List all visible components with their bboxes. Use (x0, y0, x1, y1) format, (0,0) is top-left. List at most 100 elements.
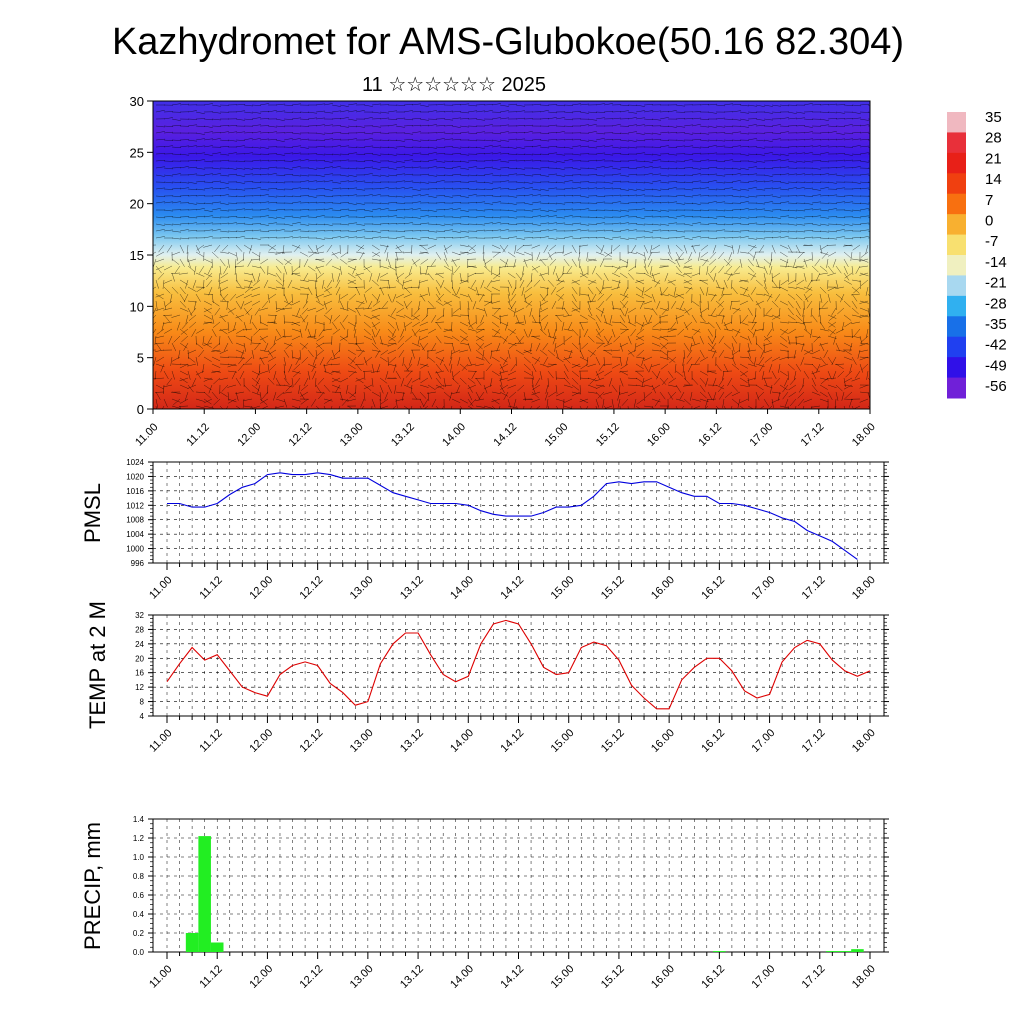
y-tick-label: 20 (130, 197, 144, 212)
chart-subtitle: 11 ☆☆☆☆☆☆ 2025 (362, 74, 546, 96)
x-tick-label: 12.00 (235, 421, 263, 449)
cross-section-y-axis: 0 5 10 15 20 25 30 (130, 94, 153, 417)
y-tick-label: 32 (135, 611, 144, 620)
x-tick-label: 14.00 (448, 574, 476, 602)
x-tick-label: 13.00 (338, 421, 366, 449)
precip-bar (185, 933, 199, 952)
x-tick-label: 18.00 (850, 421, 878, 449)
x-tick-label: 14.12 (491, 421, 519, 449)
colorbar-swatch (947, 173, 966, 195)
x-tick-label: 17.00 (749, 727, 777, 755)
x-tick-label: 12.12 (298, 574, 326, 602)
x-tick-label: 15.00 (549, 963, 577, 991)
cross-section-panel: 0 5 10 15 20 25 30 11.00 11.12 12.00 12.12 13.00 13… (130, 94, 878, 449)
x-tick-label: 12.12 (287, 421, 315, 449)
colorbar-label: 7 (985, 192, 993, 209)
x-tick-label: 11.12 (197, 574, 224, 601)
y-tick-label: 12 (135, 683, 144, 692)
y-tick-label: 0 (137, 402, 144, 417)
x-tick-label: 12.12 (298, 963, 326, 991)
precip-bar (198, 836, 211, 952)
y-tick-label: 1012 (126, 501, 144, 510)
colorbar-swatch (947, 336, 966, 358)
y-tick-label: 0.4 (133, 910, 145, 919)
y-tick-label: 5 (137, 351, 144, 366)
x-tick-label: 16.12 (699, 727, 727, 755)
x-tick-label: 13.00 (348, 574, 376, 602)
precip-bar (210, 942, 224, 952)
x-tick-label: 17.00 (749, 574, 777, 602)
x-tick-label: 16.12 (696, 421, 724, 449)
colorbar-swatch (947, 255, 966, 276)
temp-ylabel: TEMP at 2 M (85, 601, 110, 729)
colorbar-swatch (947, 357, 966, 379)
y-tick-label: 10 (130, 299, 144, 314)
colorbar-label: -28 (985, 295, 1007, 312)
x-tick-label: 16.00 (649, 963, 677, 991)
y-tick-label: 1016 (126, 487, 144, 496)
x-tick-label: 13.12 (398, 574, 426, 602)
y-tick-label: 1.2 (133, 834, 145, 843)
x-tick-label: 17.12 (800, 574, 828, 602)
x-tick-label: 16.00 (649, 574, 677, 602)
x-tick-label: 14.00 (440, 421, 468, 449)
colorbar-swatch (947, 152, 966, 174)
x-tick-label: 15.12 (599, 574, 627, 602)
colorbar-swatch (947, 193, 966, 215)
precip-bar (851, 949, 864, 952)
warm-cell (345, 330, 585, 409)
x-tick-label: 13.00 (348, 963, 376, 991)
pmsl-panel: PMSL 1024 1020 1016 1012 1008 1004 1000 99611.0… (80, 458, 889, 602)
colorbar-label: -7 (985, 233, 998, 250)
y-tick-label: 1000 (126, 545, 144, 554)
colorbar: 35 28 21 14 7 0 -7 -14 -21 -28 -35 -42 -49 -56 (947, 109, 1007, 399)
temp-axes: 32 28 24 20 16 12 8 411.00 11.12 12.00 12.12 13.00 1… (135, 611, 889, 755)
x-tick-label: 16.12 (699, 963, 727, 991)
pmsl-series-line (167, 472, 858, 560)
x-tick-label: 14.12 (498, 574, 526, 602)
x-tick-label: 11.00 (147, 727, 174, 754)
y-tick-label: 4 (140, 712, 145, 721)
y-tick-label: 0.8 (133, 872, 145, 881)
colorbar-label: -56 (985, 378, 1007, 395)
colorbar-swatch (947, 377, 966, 399)
wind-barb-strokes (153, 103, 870, 409)
y-tick-label: 0.6 (133, 891, 145, 900)
y-tick-label: 1004 (126, 530, 144, 539)
y-tick-label: 15 (130, 248, 144, 263)
chart-title: Kazhydromet for AMS-Glubokoe(50.16 82.30… (112, 21, 904, 63)
x-tick-label: 14.12 (498, 963, 526, 991)
precip-bar (713, 951, 726, 952)
x-tick-label: 18.00 (850, 574, 878, 602)
colorbar-label: -49 (985, 357, 1007, 374)
x-tick-label: 15.12 (599, 727, 627, 755)
temp-series-line (166, 619, 871, 710)
precip-ylabel: PRECIP, mm (80, 822, 105, 950)
x-tick-label: 18.00 (850, 963, 878, 991)
colorbar-label: 21 (985, 150, 1002, 167)
x-tick-label: 11.12 (184, 421, 211, 448)
colorbar-swatch (947, 234, 966, 256)
colorbar-label: 35 (985, 109, 1002, 126)
colorbar-swatch (947, 112, 966, 133)
colorbar-swatch (947, 275, 966, 297)
x-tick-label: 11.00 (147, 574, 174, 601)
x-tick-label: 11.12 (197, 963, 224, 990)
colorbar-swatch (947, 214, 966, 236)
x-tick-label: 15.00 (549, 574, 577, 602)
x-tick-label: 15.12 (594, 421, 622, 449)
colorbar-swatch (947, 132, 966, 154)
y-tick-label: 1008 (126, 516, 144, 525)
y-tick-label: 1.4 (133, 815, 145, 824)
x-tick-label: 17.00 (749, 963, 777, 991)
x-tick-label: 17.12 (800, 963, 828, 991)
precip-bar (826, 951, 839, 952)
x-tick-label: 17.12 (799, 421, 827, 449)
x-tick-label: 12.12 (298, 727, 326, 755)
x-tick-label: 11.12 (197, 727, 224, 754)
colorbar-label: 28 (985, 130, 1002, 147)
x-tick-label: 15.00 (543, 421, 571, 449)
x-tick-label: 13.12 (389, 421, 417, 449)
